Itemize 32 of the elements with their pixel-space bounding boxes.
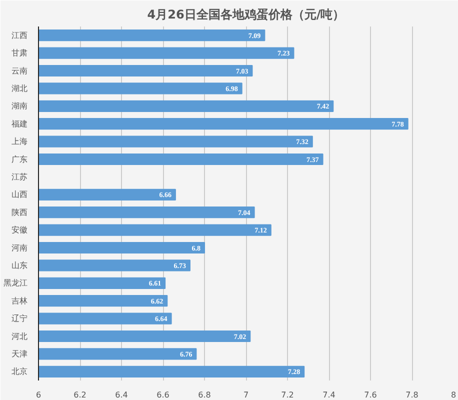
x-tick-label: 7.6 [364,390,377,400]
y-tick-label: 天津 [12,349,28,358]
y-tick-label: 河北 [12,332,28,341]
x-tick-label: 7.8 [406,390,418,400]
x-tick-label: 6.2 [74,390,86,400]
y-tick-label: 湖南 [12,102,28,111]
y-tick-label: 上海 [12,137,28,146]
y-tick-label: 湖北 [12,84,28,93]
x-tick-label: 7.4 [322,390,336,400]
x-tick-label: 6.6 [156,390,170,400]
chart-title: 4月26日全国各地鸡蛋价格（元/吨） [147,8,345,22]
y-tick-label: 辽宁 [12,314,28,324]
y-tick-label: 甘肃 [12,48,28,58]
y-tick-label: 黑龙江 [4,278,28,288]
y-tick-label: 陕西 [12,208,28,217]
y-tick-label: 江苏 [12,172,28,182]
y-tick-label: 广东 [12,154,28,164]
x-tick-label: 8 [450,390,456,400]
y-tick-label: 福建 [12,119,28,128]
y-tick-label: 山西 [12,190,28,200]
y-tick-label: 河南 [12,243,28,252]
x-tick-label: 6.8 [198,390,211,400]
y-tick-label: 吉林 [12,296,28,306]
x-tick-label: 7.2 [281,390,294,400]
x-tick-label: 7 [243,390,249,400]
y-tick-label: 江西 [12,30,28,40]
y-tick-label: 山东 [12,260,28,270]
x-tick-label: 6 [36,390,42,400]
y-tick-label: 北京 [12,367,28,376]
x-tick-label: 6.4 [115,390,128,400]
y-tick-label: 云南 [12,66,28,76]
y-tick-label: 安徽 [12,226,28,235]
